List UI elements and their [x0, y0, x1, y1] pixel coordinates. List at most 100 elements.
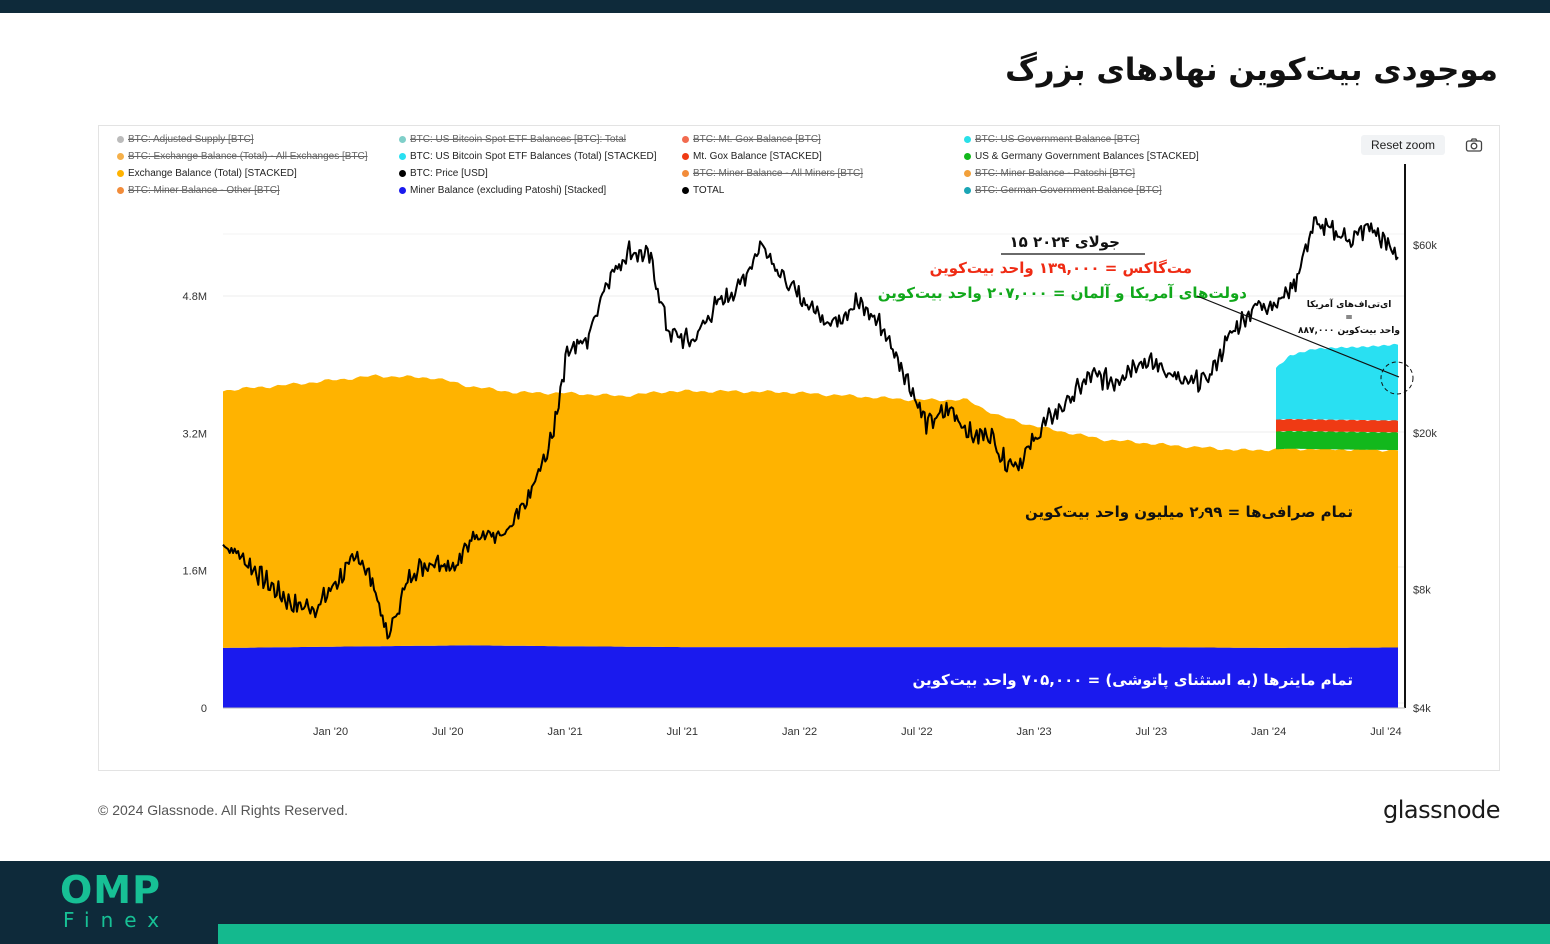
annotation-etf-line3: ۸۸۷,۰۰۰ واحد بیت‌کوین	[1298, 326, 1400, 336]
legend-dot	[399, 153, 406, 160]
price-line	[222, 216, 1399, 640]
area-series	[223, 374, 1398, 648]
legend: BTC: Adjusted Supply [BTC] BTC: US Bitcoi…	[99, 126, 1399, 206]
area-series	[1276, 343, 1398, 421]
y-tick-label: 3.2M	[183, 428, 207, 440]
legend-dot	[964, 136, 971, 143]
legend-label: Mt. Gox Balance [STACKED]	[693, 151, 822, 162]
legend-dot	[399, 187, 406, 194]
y-tick-label: 4.8M	[183, 291, 207, 303]
x-tick-label: Jan '21	[547, 726, 582, 738]
legend-item[interactable]: BTC: Miner Balance - Patoshi [BTC]	[964, 168, 1135, 179]
legend-label: TOTAL	[693, 185, 725, 196]
x-axis: Jan '20 Jul '20 Jan '21 Jul '21 Jan '22 Jul '…	[313, 726, 1402, 738]
chart-frame: BTC: Adjusted Supply [BTC] BTC: US Bitcoi…	[98, 125, 1500, 771]
y-right-tick-label: $4k	[1413, 703, 1431, 715]
y-right-tick-label: $20k	[1413, 428, 1437, 440]
annotation-highlight-circle	[1380, 361, 1414, 395]
annotation-mtgox: مت‌گاکس = ۱۳۹,۰۰۰ واحد بیت‌کوین	[930, 259, 1192, 277]
legend-dot	[964, 170, 971, 177]
x-tick-label: Jan '24	[1251, 726, 1286, 738]
legend-item[interactable]: BTC: Miner Balance - All Miners [BTC]	[682, 168, 863, 179]
finex-logo: Finex	[63, 908, 171, 932]
legend-label: BTC: Price [USD]	[410, 168, 488, 179]
legend-label: BTC: Mt. Gox Balance [BTC]	[693, 134, 821, 145]
legend-dot	[682, 187, 689, 194]
annotation-etf-line1: ای‌تی‌اف‌های آمریکا	[1307, 298, 1392, 310]
y-right-tick-label: $8k	[1413, 584, 1431, 596]
top-bar	[0, 0, 1550, 13]
legend-dot	[682, 170, 689, 177]
legend-label: Miner Balance (excluding Patoshi) [Stack…	[410, 185, 607, 196]
legend-label: BTC: Miner Balance - All Miners [BTC]	[693, 168, 864, 179]
legend-label: BTC: Adjusted Supply [BTC]	[128, 134, 254, 145]
legend-dot	[964, 153, 971, 160]
legend-item[interactable]: TOTAL	[682, 185, 724, 196]
omp-logo: OMP	[60, 868, 161, 912]
chart-plot: 0 1.6M 3.2M 4.8M $4k $8k $20k $60k Jan '20 Jul …	[183, 164, 1437, 738]
glassnode-logo: glassnode	[1382, 796, 1501, 824]
legend-dot	[964, 187, 971, 194]
annotation-pointer-line	[1196, 295, 1400, 378]
area-series	[1276, 418, 1398, 433]
legend-label: BTC: US Bitcoin Spot ETF Balances (Total…	[410, 151, 657, 162]
legend-label: BTC: US Government Balance [BTC]	[975, 134, 1140, 145]
y-axis-left: 0 1.6M 3.2M 4.8M	[183, 291, 207, 715]
legend-item[interactable]: BTC: Mt. Gox Balance [BTC]	[682, 134, 821, 145]
legend-dot	[117, 136, 124, 143]
legend-item[interactable]: BTC: US Bitcoin Spot ETF Balances (Total…	[399, 151, 657, 162]
area-series	[223, 645, 1398, 708]
legend-dot	[117, 170, 124, 177]
legend-label: BTC: Miner Balance - Other [BTC]	[128, 185, 280, 196]
area-series	[1276, 430, 1398, 451]
price-series	[222, 216, 1399, 640]
reset-zoom-button[interactable]: Reset zoom	[1361, 135, 1445, 155]
copyright-text: © 2024 Glassnode. All Rights Reserved.	[98, 802, 349, 818]
y-tick-label: 0	[201, 703, 207, 715]
legend-label: BTC: Exchange Balance (Total) - All Exch…	[128, 151, 368, 162]
legend-item[interactable]: BTC: Exchange Balance (Total) - All Exch…	[117, 151, 368, 162]
x-tick-label: Jul '23	[1136, 726, 1167, 738]
legend-dot	[682, 153, 689, 160]
green-strip	[218, 924, 1550, 944]
legend-dot	[117, 187, 124, 194]
y-axis-right: $4k $8k $20k $60k	[1413, 240, 1437, 715]
y-right-tick-label: $60k	[1413, 240, 1437, 252]
legend-dot	[682, 136, 689, 143]
y-tick-label: 1.6M	[183, 566, 207, 578]
legend-item[interactable]: BTC: German Government Balance [BTC]	[964, 185, 1162, 196]
x-tick-label: Jul '21	[667, 726, 698, 738]
legend-item[interactable]: Exchange Balance (Total) [STACKED]	[117, 168, 297, 179]
legend-label: BTC: US Bitcoin Spot ETF Balances [BTC]:…	[410, 134, 627, 145]
legend-label: BTC: Miner Balance - Patoshi [BTC]	[975, 168, 1136, 179]
legend-dot	[399, 170, 406, 177]
legend-item[interactable]: US & Germany Government Balances [STACKE…	[964, 151, 1199, 162]
x-tick-label: Jan '23	[1017, 726, 1052, 738]
legend-label: BTC: German Government Balance [BTC]	[975, 185, 1162, 196]
annotation-date: ۱۵ جولای ۲۰۲۴	[1009, 233, 1120, 251]
legend-item[interactable]: Miner Balance (excluding Patoshi) [Stack…	[399, 185, 606, 196]
x-tick-label: Jul '22	[901, 726, 932, 738]
annotation-gov: دولت‌های آمریکا و آلمان = ۲۰۷,۰۰۰ واحد ب…	[878, 284, 1248, 302]
legend-dot	[399, 136, 406, 143]
legend-dot	[117, 153, 124, 160]
camera-icon[interactable]	[1465, 137, 1483, 153]
legend-item[interactable]: BTC: Miner Balance - Other [BTC]	[117, 185, 280, 196]
annotations: ۱۵ جولای ۲۰۲۴ مت‌گاکس = ۱۳۹,۰۰۰ واحد بیت…	[878, 233, 1414, 690]
annotation-miners: تمام ماینرها (به استثنای پاتوشی) = ۷۰۵,۰…	[913, 671, 1354, 690]
x-tick-label: Jan '22	[782, 726, 817, 738]
x-tick-label: Jul '20	[432, 726, 463, 738]
x-tick-label: Jul '24	[1370, 726, 1401, 738]
annotation-exchanges: تمام صرافی‌ها = ۲٫۹۹ میلیون واحد بیت‌کوی…	[1025, 503, 1353, 521]
legend-item[interactable]: Mt. Gox Balance [STACKED]	[682, 151, 822, 162]
stacked-areas	[223, 343, 1398, 708]
legend-item[interactable]: BTC: US Government Balance [BTC]	[964, 134, 1140, 145]
legend-label: Exchange Balance (Total) [STACKED]	[128, 168, 297, 179]
x-tick-label: Jan '20	[313, 726, 348, 738]
legend-item[interactable]: BTC: Adjusted Supply [BTC]	[117, 134, 254, 145]
legend-item[interactable]: BTC: US Bitcoin Spot ETF Balances [BTC]:…	[399, 134, 626, 145]
annotation-etf-line2: =	[1345, 313, 1353, 323]
page-title: موجودی بیت‌کوین نهادهای بزرگ	[1005, 52, 1498, 88]
legend-label: US & Germany Government Balances [STACKE…	[975, 151, 1199, 162]
legend-item[interactable]: BTC: Price [USD]	[399, 168, 488, 179]
